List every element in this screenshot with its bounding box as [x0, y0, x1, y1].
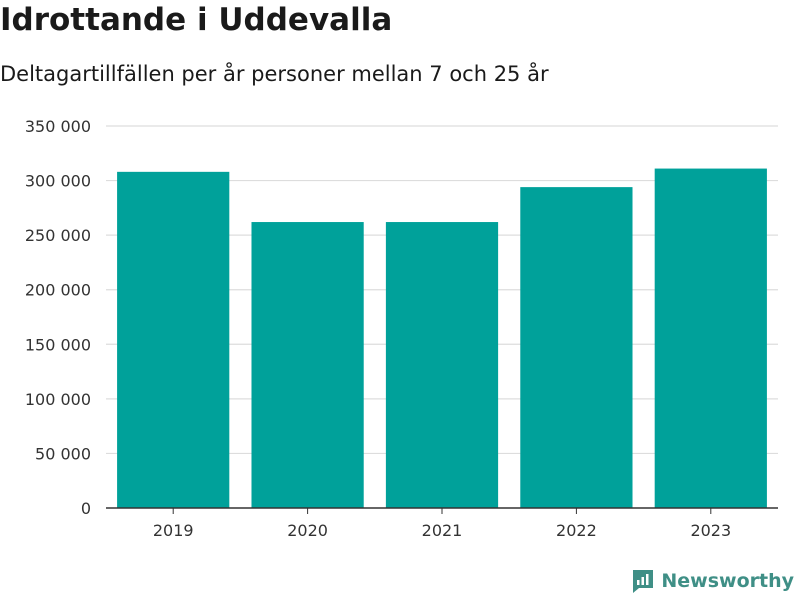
- y-tick-label: 350 000: [25, 117, 91, 136]
- y-tick-label: 300 000: [25, 172, 91, 191]
- y-tick-label: 150 000: [25, 335, 91, 354]
- bar: [385, 222, 499, 508]
- x-tick-label: 2022: [556, 521, 597, 540]
- y-tick-label: 200 000: [25, 281, 91, 300]
- bar: [654, 168, 767, 508]
- x-tick-label: 2021: [422, 521, 463, 540]
- chart-subtitle: Deltagartillfällen per år personer mella…: [0, 62, 549, 86]
- brand-name: Newsworthy: [661, 570, 794, 592]
- y-tick-label: 50 000: [35, 444, 91, 463]
- x-tick-label: 2020: [287, 521, 328, 540]
- chart-title: Idrottande i Uddevalla: [0, 2, 393, 38]
- newsworthy-logo-icon: [633, 570, 654, 593]
- x-tick-label: 2019: [153, 521, 194, 540]
- y-tick-label: 0: [81, 499, 91, 518]
- y-tick-label: 100 000: [25, 390, 91, 409]
- bar: [251, 222, 364, 508]
- bar: [520, 187, 633, 508]
- brand-logo: Newsworthy: [631, 568, 794, 594]
- x-tick-label: 2023: [690, 521, 731, 540]
- y-tick-label: 250 000: [25, 226, 91, 245]
- bar: [117, 171, 230, 508]
